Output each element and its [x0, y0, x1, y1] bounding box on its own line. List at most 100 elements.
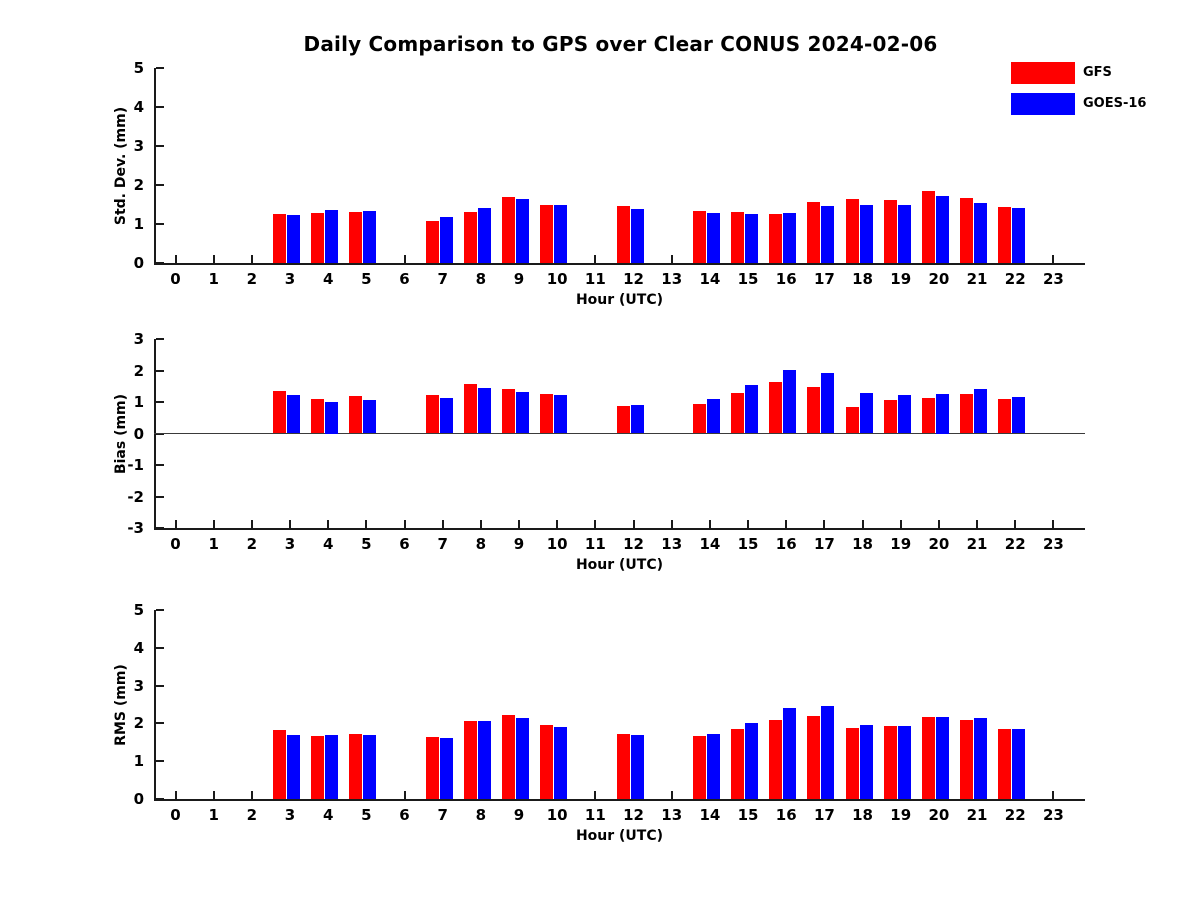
bias-x-tick [365, 520, 368, 528]
bias-x-tick [861, 520, 864, 528]
bias-bar-goes16 [630, 404, 644, 434]
rms-x-tick [174, 791, 177, 799]
bias-x-tick [556, 520, 559, 528]
rms-x-tick-label: 6 [399, 806, 410, 824]
bias-x-tick-label: 9 [513, 535, 525, 553]
bias-y-tick-label: -1 [127, 456, 144, 474]
std-dev-x-tick-label: 8 [475, 270, 487, 288]
std-dev-bar-goes16 [935, 196, 949, 263]
bias-x-tick-label: 0 [170, 535, 181, 553]
bias-bar-gfs [998, 398, 1012, 434]
std-dev-bar-gfs [960, 197, 974, 263]
std-dev-bar-gfs [845, 198, 859, 263]
std-dev-y-tick [156, 184, 164, 186]
bias-y-tick [156, 495, 164, 498]
bias-y-axis [154, 339, 156, 530]
bias-x-tick [1014, 520, 1017, 528]
std-dev-x-tick-label: 2 [246, 270, 258, 288]
bias-x-tick-label: 21 [966, 535, 988, 553]
rms-x-tick [212, 791, 215, 799]
bias-x-tick [899, 520, 902, 528]
bias-bar-gfs [769, 382, 783, 434]
rms-x-tick-label: 20 [928, 806, 950, 824]
rms-bar-gfs [769, 719, 783, 799]
std-dev-x-tick-label: 19 [890, 270, 912, 288]
std-dev-y-tick-label: 3 [133, 137, 144, 155]
std-dev-bar-gfs [807, 201, 821, 263]
std-dev-y-tick [156, 223, 164, 225]
rms-bar-gfs [463, 721, 477, 799]
std-dev-x-tick [670, 255, 673, 263]
bias-x-tick-label: 13 [661, 535, 683, 553]
bias-bar-gfs [960, 393, 974, 434]
rms-bar-goes16 [783, 707, 797, 799]
std-dev-x-tick [174, 255, 177, 263]
rms-x-tick-label: 13 [661, 806, 683, 824]
bias-x-tick [403, 520, 406, 528]
bias-x-axis [154, 528, 1085, 530]
std-dev-bar-gfs [769, 214, 783, 263]
std-dev-x-tick [594, 255, 597, 263]
rms-x-tick [250, 791, 253, 799]
bias-y-tick [156, 369, 164, 372]
bias-x-tick [479, 520, 482, 528]
rms-bar-goes16 [325, 735, 339, 799]
chart-title: Daily Comparison to GPS over Clear CONUS… [303, 32, 938, 56]
bias-bar-goes16 [974, 388, 988, 434]
rms-x-tick-label: 10 [546, 806, 568, 824]
std-dev-bar-gfs [616, 205, 630, 263]
std-dev-bar-gfs [425, 220, 439, 263]
bias-x-tick [289, 520, 291, 528]
std-dev-bar-gfs [692, 211, 706, 263]
rms-bar-gfs [540, 724, 554, 799]
rms-bar-goes16 [554, 726, 568, 799]
std-dev-x-tick-label: 13 [661, 270, 683, 288]
rms-x-axis [154, 799, 1085, 801]
bias-x-tick [518, 520, 521, 528]
bias-bar-goes16 [821, 372, 835, 434]
std-dev-bar-gfs [463, 211, 477, 263]
bias-x-tick [708, 520, 711, 528]
bias-x-tick [670, 520, 673, 528]
std-dev-bar-gfs [540, 205, 554, 263]
std-dev-bar-goes16 [859, 204, 873, 263]
bias-x-tick [594, 520, 597, 528]
bias-bar-goes16 [1012, 396, 1026, 434]
rms-bar-goes16 [859, 725, 873, 799]
rms-bar-goes16 [706, 733, 720, 799]
rms-x-tick-label: 22 [1004, 806, 1026, 824]
bias-bar-gfs [540, 393, 554, 434]
rms-x-tick-label: 1 [208, 806, 219, 824]
std-dev-x-tick-label: 11 [584, 270, 606, 288]
rms-x-tick-label: 11 [584, 806, 606, 824]
bias-x-tick [823, 520, 826, 528]
bias-bar-goes16 [783, 369, 797, 434]
bias-bar-gfs [731, 393, 745, 434]
bias-x-tick-label: 22 [1004, 535, 1026, 553]
std-dev-x-axis [154, 263, 1085, 265]
std-dev-x-tick-label: 10 [546, 270, 568, 288]
bias-y-tick-label: 1 [133, 393, 144, 411]
rms-x-tick-label: 21 [966, 806, 988, 824]
rms-x-tick [670, 791, 673, 799]
bias-bar-gfs [463, 384, 477, 434]
rms-bar-gfs [960, 719, 974, 799]
rms-xlabel: Hour (UTC) [575, 828, 664, 844]
std-dev-x-tick-label: 20 [928, 270, 950, 288]
std-dev-x-tick-label: 12 [623, 270, 644, 288]
std-dev-x-tick-label: 1 [208, 270, 219, 288]
bias-bar-goes16 [935, 394, 949, 434]
rms-bar-goes16 [630, 734, 644, 799]
rms-bar-goes16 [439, 738, 453, 799]
rms-x-tick-label: 4 [322, 806, 334, 824]
rms-bar-goes16 [1012, 729, 1026, 799]
std-dev-bar-gfs [731, 212, 745, 263]
rms-bar-gfs [921, 717, 935, 799]
bias-x-tick [976, 520, 979, 528]
std-dev-bar-goes16 [1012, 207, 1026, 263]
bias-x-tick-label: 3 [284, 535, 296, 553]
std-dev-x-tick-label: 23 [1042, 270, 1064, 288]
rms-x-tick-label: 16 [775, 806, 797, 824]
bias-x-tick [250, 520, 253, 528]
std-dev-bar-gfs [349, 212, 363, 263]
